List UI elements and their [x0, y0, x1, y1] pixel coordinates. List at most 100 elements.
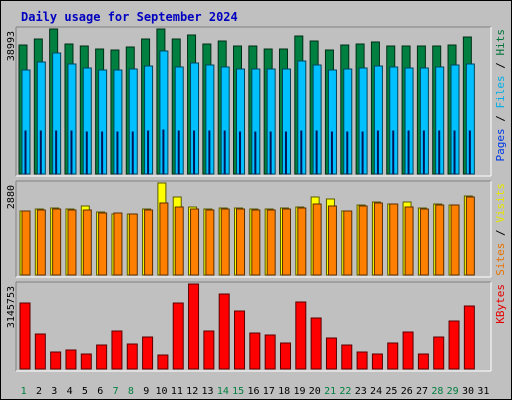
- bar-sites-day-8: [128, 213, 138, 276]
- bar-pages-day-23: [361, 131, 364, 175]
- bar-pages-day-14: [223, 130, 226, 175]
- chart-title: Daily usage for September 2024: [21, 10, 238, 24]
- bar-kbytes-day-23: [356, 351, 368, 370]
- series-label-kbytes: KBytes: [494, 284, 507, 324]
- bar-sites-day-22: [343, 210, 353, 276]
- series-label-separator: /: [494, 109, 507, 129]
- bar-sites-day-17: [266, 209, 276, 276]
- bar-pages-day-6: [101, 131, 104, 175]
- bar-pages-day-22: [346, 131, 349, 175]
- series-label-visits: Visits: [494, 183, 507, 223]
- bar-sites-day-9: [144, 209, 154, 276]
- bar-pages-day-7: [116, 131, 119, 175]
- day-tick-label-1: 1: [21, 386, 27, 397]
- bar-kbytes-day-19: [295, 301, 307, 370]
- day-tick-label-27: 27: [416, 386, 428, 397]
- bar-sites-day-2: [36, 209, 46, 276]
- bar-sites-day-4: [67, 209, 77, 276]
- day-tick-label-30: 30: [462, 386, 474, 397]
- day-tick-label-9: 9: [143, 386, 149, 397]
- day-tick-label-19: 19: [293, 386, 305, 397]
- bar-pages-day-10: [162, 129, 165, 175]
- bar-kbytes-day-16: [249, 332, 261, 370]
- bar-pages-day-24: [376, 130, 379, 175]
- bar-sites-day-29: [450, 204, 460, 276]
- bar-kbytes-day-22: [341, 344, 353, 370]
- day-tick-label-7: 7: [113, 386, 119, 397]
- bar-kbytes-day-8: [126, 343, 138, 370]
- series-label-files: Files: [494, 75, 507, 108]
- bar-sites-day-20: [312, 203, 322, 276]
- bar-kbytes-day-20: [310, 317, 322, 370]
- bar-pages-day-1: [24, 130, 27, 175]
- bar-pages-day-9: [147, 130, 150, 175]
- day-tick-label-20: 20: [309, 386, 321, 397]
- bar-pages-day-30: [468, 130, 471, 175]
- bar-sites-day-5: [82, 209, 92, 276]
- bar-pages-day-4: [70, 130, 73, 175]
- bar-sites-day-1: [21, 210, 31, 276]
- bar-kbytes-day-10: [157, 354, 169, 370]
- day-tick-label-10: 10: [156, 386, 168, 397]
- series-label-separator: /: [494, 223, 507, 243]
- series-label-sites: Sites: [494, 243, 507, 276]
- bar-pages-day-8: [131, 131, 134, 175]
- day-tick-label-16: 16: [247, 386, 259, 397]
- bar-sites-day-15: [236, 208, 246, 276]
- day-tick-label-12: 12: [186, 386, 198, 397]
- bar-pages-day-27: [422, 130, 425, 175]
- bar-pages-day-5: [85, 131, 88, 175]
- day-tick-label-6: 6: [97, 386, 103, 397]
- bar-sites-day-11: [174, 206, 184, 276]
- bar-pages-day-29: [453, 130, 456, 175]
- day-tick-label-22: 22: [339, 386, 351, 397]
- bar-kbytes-day-2: [34, 333, 46, 370]
- day-tick-label-15: 15: [232, 386, 244, 397]
- bar-kbytes-day-29: [448, 320, 460, 370]
- bar-kbytes-day-1: [19, 302, 31, 370]
- bar-pages-day-3: [55, 130, 58, 175]
- bar-sites-day-28: [435, 204, 445, 276]
- bar-pages-day-11: [177, 130, 180, 175]
- bar-kbytes-day-5: [80, 353, 92, 370]
- bar-sites-day-26: [404, 206, 414, 276]
- series-label-separator: /: [494, 56, 507, 76]
- bar-kbytes-day-28: [433, 336, 445, 370]
- bar-kbytes-day-3: [50, 351, 62, 370]
- day-tick-label-23: 23: [355, 386, 367, 397]
- day-tick-label-31: 31: [477, 386, 489, 397]
- bar-kbytes-day-14: [218, 293, 230, 370]
- day-tick-label-26: 26: [401, 386, 413, 397]
- bar-kbytes-day-15: [234, 310, 246, 370]
- bar-pages-day-15: [239, 131, 242, 175]
- bar-sites-day-14: [220, 208, 230, 276]
- day-tick-label-24: 24: [370, 386, 382, 397]
- day-tick-label-28: 28: [431, 386, 443, 397]
- bar-kbytes-day-21: [325, 337, 337, 370]
- day-tick-label-5: 5: [82, 386, 88, 397]
- bar-pages-day-20: [315, 130, 318, 175]
- bar-sites-day-7: [113, 212, 123, 276]
- day-tick-label-4: 4: [67, 386, 73, 397]
- bar-kbytes-day-30: [463, 305, 475, 370]
- series-label-hits: Pages / Files / Hits: [494, 29, 507, 162]
- bar-pages-day-25: [392, 130, 395, 175]
- bar-pages-day-13: [208, 130, 211, 175]
- day-tick-label-11: 11: [171, 386, 183, 397]
- series-label-kbytes: KBytes: [494, 284, 507, 324]
- series-label-visits: Sites / Visits: [494, 183, 507, 276]
- day-tick-label-3: 3: [51, 386, 57, 397]
- bar-pages-day-18: [284, 131, 287, 175]
- bar-sites-day-13: [205, 209, 215, 276]
- bar-sites-day-25: [389, 203, 399, 276]
- day-tick-label-21: 21: [324, 386, 336, 397]
- bar-pages-day-17: [269, 131, 272, 175]
- bar-sites-day-23: [358, 205, 368, 276]
- bar-pages-day-16: [254, 131, 257, 175]
- day-tick-label-25: 25: [385, 386, 397, 397]
- bar-kbytes-day-17: [264, 334, 276, 370]
- series-label-pages: Pages: [494, 128, 507, 161]
- bar-pages-day-26: [407, 130, 410, 175]
